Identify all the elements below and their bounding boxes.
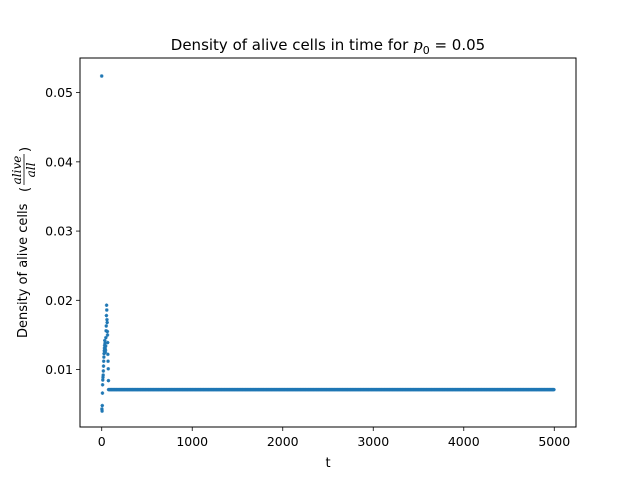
data-point	[100, 382, 105, 387]
data-point	[105, 340, 110, 345]
data-point	[106, 367, 111, 371]
data-point	[104, 324, 109, 328]
y-axis-label-prefix: Density of alive cells	[16, 203, 31, 338]
y-tick-label: 0.03	[45, 224, 73, 239]
data-point	[104, 335, 108, 340]
data-point	[103, 338, 107, 343]
y-axis-label: Density of alive cells ( alive all )	[10, 147, 38, 338]
x-axis-ticks: 0 1000 2000 3000 4000 5000	[98, 427, 570, 449]
data-point	[105, 320, 109, 325]
data-point	[103, 344, 108, 348]
x-tick-label: 0	[98, 434, 106, 449]
x-tick-label: 1000	[176, 434, 208, 449]
data-point	[100, 409, 104, 413]
data-point	[106, 359, 110, 364]
data-point	[105, 333, 110, 337]
data-point	[99, 74, 104, 78]
y-axis-label-text: Density of alive cells	[16, 203, 31, 338]
data-point	[105, 317, 109, 322]
data-point	[104, 313, 109, 318]
y-tick-label: 0.05	[45, 85, 73, 100]
data-point	[103, 350, 108, 355]
chart-title: Density of alive cells in time for p0 = …	[171, 36, 485, 57]
data-point	[100, 391, 105, 395]
data-point	[101, 375, 105, 379]
y-tick-label: 0.04	[45, 154, 73, 169]
chart-title-symbol: p	[413, 36, 423, 54]
plateau-point	[552, 387, 556, 392]
x-tick-label: 4000	[448, 434, 480, 449]
data-point	[101, 378, 105, 382]
data-point	[101, 364, 106, 368]
y-axis-label-lparen: (	[18, 187, 33, 192]
chart-title-prefix: Density of alive cells in time for	[171, 36, 413, 54]
data-points	[99, 74, 556, 413]
y-axis-label-rparen: )	[18, 147, 33, 152]
data-point	[100, 407, 104, 411]
data-point	[102, 351, 106, 356]
x-tick-label: 3000	[357, 434, 389, 449]
chart-title-subscript: 0	[423, 44, 430, 57]
y-tick-label: 0.02	[45, 293, 73, 308]
x-tick-label: 5000	[538, 434, 570, 449]
data-point	[105, 329, 110, 334]
y-axis-label-frac-num: alive	[10, 156, 24, 185]
data-point	[100, 403, 105, 408]
x-axis-label: t	[325, 456, 330, 471]
x-tick-label: 2000	[267, 434, 299, 449]
data-point	[101, 369, 106, 373]
y-tick-label: 0.01	[45, 362, 73, 377]
data-point	[106, 378, 111, 383]
plot-area	[79, 57, 577, 428]
data-point	[103, 341, 107, 346]
data-point	[101, 373, 105, 377]
data-point	[101, 359, 106, 364]
data-point	[104, 303, 109, 307]
data-point	[106, 352, 110, 357]
data-point	[103, 348, 108, 352]
y-axis-ticks: 0.01 0.02 0.03 0.04 0.05	[45, 85, 80, 377]
plot-frame	[79, 57, 577, 428]
y-axis-label-frac-den: all	[24, 162, 38, 177]
chart-title-rest: = 0.05	[430, 36, 486, 54]
data-point	[102, 355, 106, 359]
data-point	[104, 308, 109, 312]
